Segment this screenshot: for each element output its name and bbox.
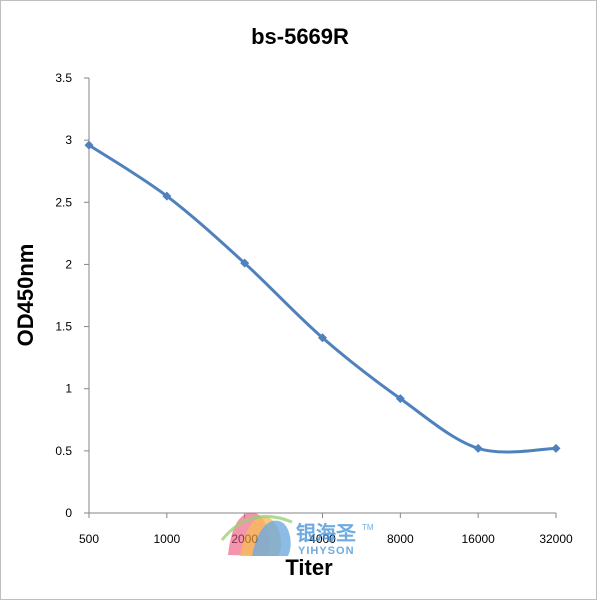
x-axis-title: Titer [285,555,333,580]
chart-title: bs-5669R [251,24,349,49]
data-point-marker [318,333,327,343]
data-point-marker [84,140,94,150]
watermark-logo: 银海圣 TM YIHYSON [220,512,374,557]
y-tick-label: 3 [65,133,72,147]
x-tick-label: 8000 [387,532,414,546]
x-tick-label: 1000 [153,532,180,546]
x-tick-label: 500 [79,532,99,546]
y-axis-ticks: 0 0.5 1 1.5 2 2.5 3 3.5 [55,71,89,520]
y-tick-label: 2.5 [55,195,72,209]
x-tick-label: 16000 [461,532,495,546]
x-tick-label: 32000 [539,532,573,546]
y-tick-label: 3.5 [55,71,72,85]
y-axis-title: OD450nm [13,244,38,347]
series-group [84,140,561,454]
y-tick-label: 0 [65,506,72,520]
y-tick-label: 1.5 [55,320,72,334]
watermark-chinese-text: 银海圣 [296,521,357,545]
logo-mark-icon [220,512,293,556]
y-tick-label: 0.5 [55,444,72,458]
data-point-marker [162,191,172,201]
y-tick-label: 2 [65,257,72,271]
series-line [88,143,557,454]
data-point-marker [240,258,250,268]
data-point-marker [395,394,405,404]
data-point-marker [551,443,561,453]
watermark-english-text: YIHYSON [298,545,355,557]
watermark-tm: TM [362,523,374,532]
x-tick-label: 4000 [309,532,336,546]
y-tick-label: 1 [65,382,72,396]
data-point-marker [473,443,483,453]
